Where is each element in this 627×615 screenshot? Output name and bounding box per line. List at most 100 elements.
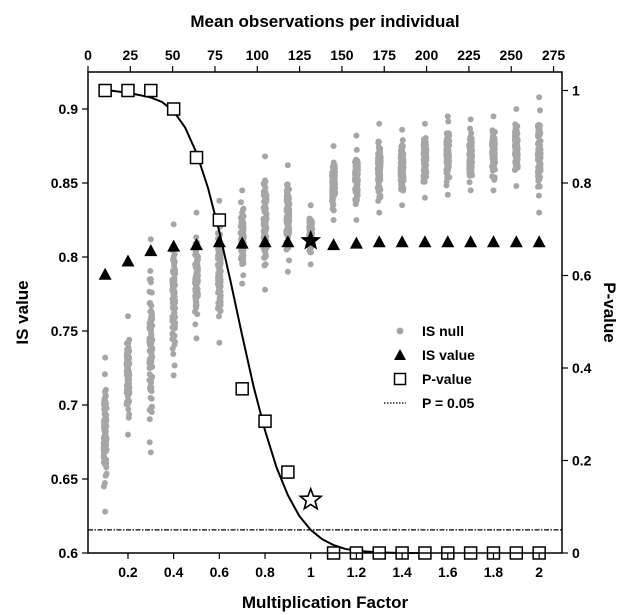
is-null-point — [261, 221, 268, 227]
y-tick-label: 0.7 — [59, 397, 79, 413]
is-null-point — [489, 143, 496, 150]
is-null-point — [283, 228, 290, 235]
is-null-point — [124, 431, 131, 438]
is-null-point — [262, 228, 269, 235]
is-null-point — [353, 146, 360, 153]
legend-square-icon — [393, 372, 407, 386]
y-tick-label: 0.85 — [51, 175, 78, 191]
is-null-point — [240, 213, 247, 220]
is-null-point — [262, 153, 269, 160]
is-null-point — [149, 312, 155, 319]
is-null-point — [535, 141, 542, 148]
is-null-point — [102, 461, 108, 468]
x2-tick-label: 125 — [288, 47, 312, 63]
is-null-point — [535, 173, 542, 180]
legend-label: P = 0.05 — [422, 395, 475, 411]
is-null-point — [215, 281, 222, 287]
is-null-point — [125, 406, 132, 413]
is-null-point — [423, 169, 430, 176]
is-null-point — [377, 152, 384, 159]
is-value-triangle — [509, 235, 523, 248]
is-null-point — [329, 196, 336, 203]
is-null-series — [100, 94, 544, 515]
is-null-point — [307, 218, 314, 225]
axes-layer: 0.2 0.4 0.6 0.8 1 1.2 1.4 1.6 1.8 2 0 25 50 75 100 125 1… — [51, 47, 592, 580]
is-null-point — [512, 137, 519, 144]
is-null-point — [170, 351, 177, 357]
is-null-point — [377, 192, 384, 199]
is-null-point — [147, 346, 154, 353]
is-null-point — [260, 192, 267, 199]
is-null-point — [102, 386, 109, 393]
is-null-point — [489, 167, 496, 174]
is-null-point — [239, 222, 246, 229]
is-null-point — [147, 236, 154, 243]
is-null-point — [331, 167, 337, 174]
x2-tick-label: 225 — [457, 47, 481, 63]
is-null-point — [444, 175, 451, 181]
is-null-point — [147, 268, 154, 274]
is-null-point — [125, 388, 132, 395]
is-null-point — [535, 156, 541, 163]
is-null-point — [171, 258, 178, 265]
is-null-point — [146, 377, 153, 384]
p-value-square — [166, 102, 181, 116]
is-null-point — [148, 395, 155, 402]
is-null-point — [170, 221, 177, 228]
is-null-point — [284, 162, 291, 169]
markers-layer — [98, 83, 546, 560]
y-tick-label: 0.6 — [59, 545, 79, 561]
observed-p-star — [298, 486, 324, 511]
is-null-point — [330, 202, 337, 209]
is-null-point — [146, 371, 153, 378]
is-null-point — [262, 215, 269, 222]
is-null-point — [285, 203, 292, 210]
x-axis-title: Multiplication Factor — [242, 593, 409, 612]
is-null-point — [192, 288, 199, 295]
is-value-triangle — [144, 244, 158, 257]
x-tick-label: 1.6 — [438, 564, 458, 580]
legend-circle-icon — [396, 327, 404, 335]
is-null-point — [352, 170, 359, 177]
y2-tick-label: 0 — [572, 545, 580, 561]
is-null-point — [193, 234, 200, 241]
is-null-point — [490, 113, 497, 120]
is-null-point — [466, 142, 473, 149]
is-null-point — [192, 321, 199, 328]
p-value-square — [144, 83, 158, 98]
is-null-point — [512, 148, 519, 155]
is-null-point — [445, 130, 452, 137]
is-null-point — [102, 448, 109, 455]
is-null-point — [171, 251, 178, 258]
is-null-point — [375, 178, 382, 185]
x-tick-label: 1 — [307, 564, 315, 580]
is-null-point — [146, 416, 153, 423]
is-null-point — [536, 163, 543, 170]
is-null-point — [124, 346, 131, 353]
is-null-point — [307, 261, 314, 268]
legend-label: P-value — [422, 371, 472, 387]
is-null-point — [126, 336, 133, 343]
x2-tick-label: 200 — [415, 47, 439, 63]
x2-tick-label: 175 — [373, 47, 397, 63]
x-tick-label: 1.2 — [347, 564, 367, 580]
y2-tick-label: 1 — [572, 83, 580, 99]
x2-tick-label: 150 — [330, 47, 354, 63]
is-null-point — [466, 172, 473, 179]
x2-tick-label: 250 — [500, 47, 524, 63]
is-value-triangle — [190, 238, 204, 251]
is-null-point — [400, 177, 407, 184]
is-null-point — [124, 313, 131, 320]
is-null-point — [102, 508, 109, 515]
plot-frame — [87, 71, 563, 554]
p-value-square — [189, 150, 204, 165]
is-null-point — [240, 205, 247, 212]
is-null-point — [399, 202, 406, 209]
is-null-point — [146, 340, 153, 346]
is-null-point — [307, 223, 314, 230]
is-null-point — [445, 118, 452, 125]
is-null-point — [535, 192, 542, 199]
is-value-triangle — [98, 267, 112, 280]
is-null-point — [353, 217, 360, 223]
